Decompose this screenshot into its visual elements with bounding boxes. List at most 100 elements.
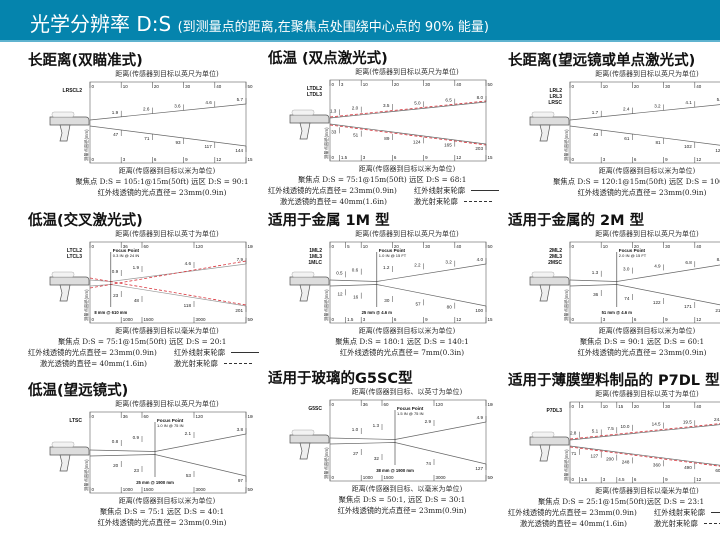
spec-line: 聚焦点 D:S = 75:1@15m(50ft) 远区 D:S = 68:1: [298, 175, 467, 184]
focus-metric: 38 mm @ 1900 mm: [376, 468, 414, 473]
upper-value-label: 19.5: [683, 419, 692, 424]
bottom-axis-caption: 距离(传感器到目标以毫米为单位): [595, 487, 699, 495]
spec-line: 红外线透镜的光点直径= 23mm(0.9in): [577, 348, 707, 357]
bottom-axis-caption: 距离(传感器到目标以毫米为单位): [115, 327, 219, 335]
panel-title: 适用于金属的 2M 型: [508, 213, 645, 229]
bottom-tick-label: 12: [696, 477, 702, 482]
spec-block: 聚焦点 D:S = 75:1@15m(50ft) 远区 D:S = 68:1 红外…: [268, 174, 506, 207]
model-label: P7DL3: [546, 408, 562, 414]
ir-beam-line: [569, 125, 720, 146]
top-axis-caption: 距离(传感器到目标以英尺为单位): [355, 230, 459, 238]
lower-value-label: 102: [684, 144, 692, 149]
lower-value-label: 81: [655, 140, 661, 145]
thermometer-gun-icon: [49, 271, 90, 302]
model-label: 2ML2: [549, 248, 562, 254]
bottom-tick-label: 6: [154, 157, 157, 162]
upper-value-label: 0.9: [133, 435, 140, 440]
ir-beam-line: [329, 263, 487, 282]
laser-beam-line: [329, 100, 487, 118]
bottom-tick-label: 9: [425, 155, 428, 160]
lower-value-label: 27: [353, 451, 359, 456]
spec-line: 聚焦点 D:S = 75:1@15m(50ft) 远区 D:S = 20:1: [58, 337, 227, 346]
top-tick-label: 0: [572, 84, 575, 89]
top-tick-label: 40: [456, 82, 462, 87]
top-tick-label: 15: [618, 404, 624, 409]
bottom-tick-label: 3: [363, 317, 366, 322]
upper-value-label: 2.8: [570, 431, 577, 436]
top-axis-caption: 距离(传感器到目标以英尺为单位): [595, 70, 699, 78]
lower-value-label: 248: [622, 459, 630, 464]
lower-value-label: 124: [715, 148, 720, 153]
lower-value-label: 100: [475, 308, 483, 313]
focus-value: 0.3 IN @ 24 IN: [113, 253, 140, 258]
top-tick-label: 10: [603, 404, 609, 409]
lower-value-label: 603: [715, 468, 720, 473]
upper-value-label: 1.3: [592, 270, 599, 275]
model-label: LTDL2: [307, 86, 322, 92]
lower-value-label: 43: [593, 132, 599, 137]
lower-value-label: 117: [204, 144, 212, 149]
spec-line: 红外线透镜的光点直径= 23mm(0.9in): [577, 188, 707, 197]
beam-diagram: 0 5 10 20 30 40 50 0 1.5 3 6 9 12 15 测量点直径(mm) 1ML21ML3…: [289, 241, 493, 324]
upper-value-label: 2.9: [425, 419, 432, 424]
top-tick-label: 180: [248, 414, 254, 419]
bottom-tick-label: 1000: [363, 475, 374, 480]
top-tick-label: 36: [363, 402, 369, 407]
diagram-panel: 低温(交叉激光式)距离(传感器到目标以英寸为单位) 0 36 60 120 180 0 100…: [28, 212, 266, 369]
bottom-tick-label: 1.5: [341, 155, 348, 160]
y-axis-label: 测量点直径(mm): [323, 127, 330, 159]
upper-value-label: 0.6: [352, 268, 359, 273]
focus-label: Focus Point: [157, 418, 184, 423]
top-tick-label: 120: [196, 244, 204, 249]
lower-value-label: 36: [593, 292, 599, 297]
upper-value-label: 2.1: [185, 431, 192, 436]
lens-diameter-text: 激光透镜的直径= 40mm(1.6in): [520, 519, 627, 528]
model-label: LTCL3: [67, 254, 82, 260]
top-tick-label: 20: [394, 82, 400, 87]
top-tick-label: 10: [363, 82, 369, 87]
beam-diagram: 0102030405003691215测量点直径(mm)LRL2LRL3LRSC…: [529, 81, 720, 164]
legend-row: 红外线透镜的光点直径= 23mm(0.9in) 红外线射束轮廓: [28, 347, 266, 358]
top-axis-caption: 距离(传感器到目标以英尺为单位): [595, 230, 699, 238]
lower-value-label: 165: [444, 143, 452, 148]
upper-value-label: 1.7: [592, 110, 599, 115]
upper-value-label: 4.6: [185, 261, 192, 266]
legend-label: 激光射束轮廓: [174, 359, 218, 368]
upper-value-label: 1.2: [383, 265, 390, 270]
top-tick-label: 20: [634, 244, 640, 249]
top-tick-label: 0: [572, 244, 575, 249]
ir-beam-line: [329, 123, 487, 145]
bottom-axis-caption: 距离(传感器到目标、以毫米为单位): [351, 485, 463, 493]
diagram-panel: 适用于薄膜塑料制品的 P7DL 型距离(传感器到目标以英寸为单位) 0 3 10 15 2…: [508, 372, 720, 529]
legend-label: 红外线射束轮廓: [654, 508, 706, 517]
top-tick-label: 30: [665, 84, 671, 89]
laser-beam-line: [329, 124, 487, 146]
beam-diagram: 0 36 60 120 180 0 1000 1500 3000 5000 测量点直径(mm) G5S…: [289, 399, 493, 482]
top-tick-label: 10: [123, 84, 129, 89]
upper-value-label: 4.9: [654, 263, 661, 268]
top-tick-label: 20: [394, 244, 400, 249]
thermometer-gun-icon: [289, 429, 330, 460]
lower-value-label: 57: [415, 301, 421, 306]
top-axis-caption: 距离(传感器到目标以英尺为单位): [355, 68, 459, 76]
bottom-tick-label: 6: [394, 317, 397, 322]
diagram-panel: 低温(望远镜式)距离(传感器到目标以英尺为单位) 0 36 60 120 180 0 1000…: [28, 382, 266, 528]
lens-diameter-text: 激光透镜的直径= 40mm(1.6in): [40, 359, 147, 368]
upper-value-label: 7.5: [607, 426, 614, 431]
panel-title: 适用于玻璃的G5SC型: [268, 371, 413, 387]
spec-line: 聚焦点 D:S = 120:1@15m(50ft) 远区 D:S = 100:1: [553, 177, 720, 186]
bottom-tick-label: 9: [665, 157, 668, 162]
bottom-tick-label: 0: [572, 477, 575, 482]
spec-block: 聚焦点 D:S = 25:1@15m(50ft)远区 D:S = 23:1 红外线…: [508, 496, 720, 529]
upper-value-label: 0.5: [336, 270, 343, 275]
model-label: 2ML3: [549, 254, 562, 260]
beam-diagram: 0 36 60 120 180 0 1000 1500 3000 5000 测量点直径(mm) LTS…: [49, 411, 254, 494]
model-label: 1MLC: [308, 260, 322, 266]
upper-value-label: 0.9: [112, 269, 119, 274]
bottom-tick-label: 1000: [123, 487, 134, 492]
lens-diameter-text: 红外线透镜的光点直径= 23mm(0.9in): [28, 348, 157, 357]
bottom-tick-label: 3000: [196, 487, 207, 492]
focus-label: Focus Point: [619, 248, 646, 253]
top-tick-label: 60: [144, 244, 150, 249]
y-axis-label: 测量点直径(mm): [83, 129, 90, 161]
